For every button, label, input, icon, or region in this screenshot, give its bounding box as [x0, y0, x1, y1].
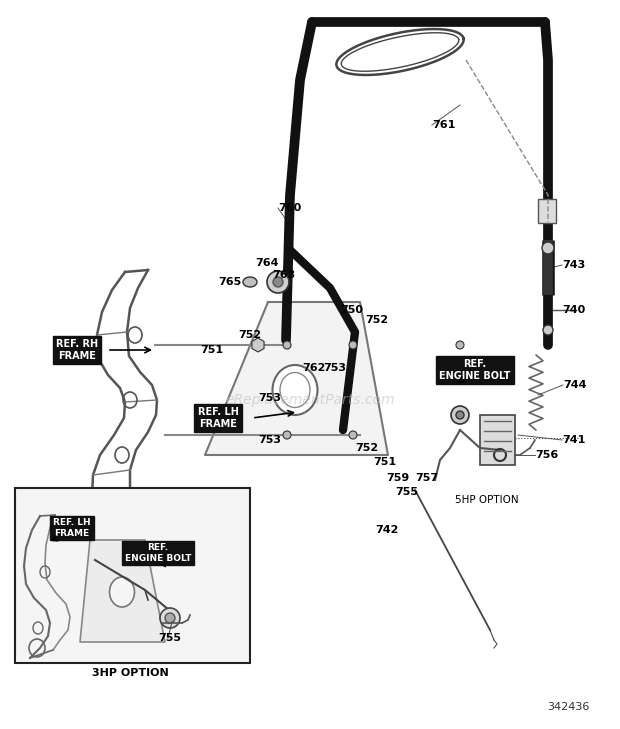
- Circle shape: [456, 341, 464, 349]
- Text: 763: 763: [272, 270, 295, 280]
- Text: 750: 750: [340, 305, 363, 315]
- Text: 753: 753: [258, 393, 281, 403]
- Text: 5HP OPTION: 5HP OPTION: [455, 495, 518, 505]
- Text: 765: 765: [218, 277, 241, 287]
- Bar: [15, 488, 250, 663]
- Text: 752: 752: [355, 443, 378, 453]
- Ellipse shape: [243, 277, 257, 287]
- Bar: [480, 415, 515, 465]
- Text: REF. LH
FRAME: REF. LH FRAME: [53, 518, 91, 538]
- Circle shape: [160, 608, 180, 628]
- Text: 757: 757: [415, 473, 438, 483]
- Text: REF.
ENGINE BOLT: REF. ENGINE BOLT: [440, 359, 511, 381]
- Text: 761: 761: [432, 120, 455, 130]
- Text: 759: 759: [386, 473, 409, 483]
- Text: 751: 751: [373, 457, 396, 467]
- Ellipse shape: [110, 577, 135, 607]
- Text: 755: 755: [158, 633, 181, 643]
- Text: 760: 760: [278, 203, 301, 213]
- Text: 764: 764: [255, 258, 278, 268]
- Ellipse shape: [273, 365, 317, 415]
- Text: 752: 752: [238, 330, 261, 340]
- Polygon shape: [80, 540, 165, 642]
- FancyBboxPatch shape: [538, 199, 556, 223]
- Text: REF. RH
FRAME: REF. RH FRAME: [56, 339, 98, 361]
- Text: 751: 751: [200, 345, 223, 355]
- Text: 342436: 342436: [547, 702, 590, 712]
- Text: eReplacementParts.com: eReplacementParts.com: [225, 393, 395, 407]
- Text: 753: 753: [323, 363, 346, 373]
- Circle shape: [456, 411, 464, 419]
- Circle shape: [283, 431, 291, 439]
- Text: 3HP OPTION: 3HP OPTION: [92, 668, 169, 678]
- Circle shape: [451, 406, 469, 424]
- Text: 752: 752: [365, 315, 388, 325]
- Text: 762: 762: [302, 363, 326, 373]
- Text: 743: 743: [562, 260, 585, 270]
- Text: 744: 744: [563, 380, 587, 390]
- Circle shape: [543, 325, 553, 335]
- Text: 755: 755: [395, 487, 418, 497]
- Circle shape: [273, 277, 283, 287]
- Text: REF. LH
FRAME: REF. LH FRAME: [198, 408, 239, 429]
- Text: 741: 741: [562, 435, 585, 445]
- Text: 742: 742: [375, 525, 399, 535]
- Circle shape: [165, 613, 175, 623]
- Polygon shape: [205, 302, 388, 455]
- Circle shape: [349, 341, 357, 349]
- Circle shape: [267, 271, 289, 293]
- Text: REF.
ENGINE BOLT: REF. ENGINE BOLT: [125, 543, 191, 563]
- Circle shape: [283, 341, 291, 349]
- Text: 753: 753: [258, 435, 281, 445]
- Circle shape: [542, 242, 554, 254]
- Text: 740: 740: [562, 305, 585, 315]
- Text: 756: 756: [535, 450, 558, 460]
- Circle shape: [349, 431, 357, 439]
